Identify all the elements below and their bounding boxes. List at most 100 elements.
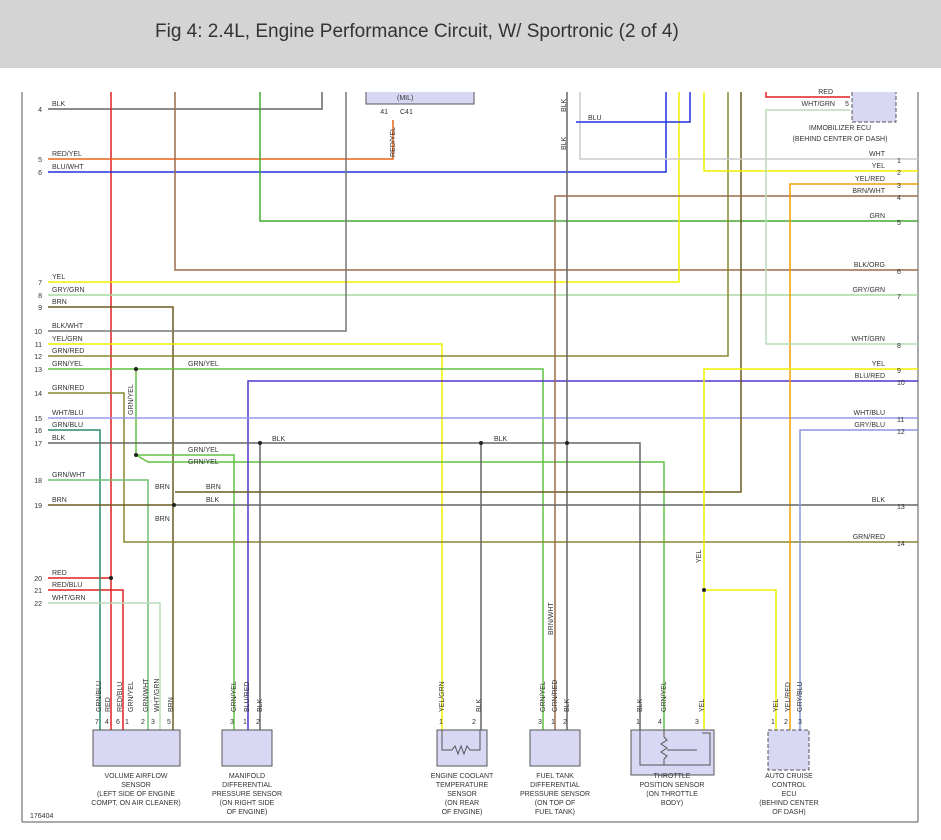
label: 7	[38, 280, 42, 287]
label: BLK	[272, 436, 286, 443]
label: BLK	[564, 698, 571, 712]
wire	[48, 589, 124, 730]
component-box	[529, 729, 581, 767]
label: DIFFERENTIAL	[530, 782, 580, 789]
label: 13	[897, 504, 905, 511]
label: BRN	[52, 497, 67, 504]
symbols	[92, 92, 897, 776]
label: GRN/YEL	[188, 361, 219, 368]
label: 4	[38, 107, 42, 114]
component-box	[221, 729, 273, 767]
label: 2	[784, 719, 788, 726]
wire	[174, 92, 918, 271]
label: GRN/YEL	[540, 681, 547, 712]
wire	[703, 368, 918, 730]
label: GRY/GRN	[852, 287, 885, 294]
label: BLK	[52, 435, 66, 442]
label: VOLUME AIRFLOW	[104, 773, 167, 780]
mil-box	[365, 92, 475, 105]
label: 12	[34, 354, 42, 361]
label: (BEHIND CENTER OF DASH)	[793, 136, 888, 143]
label: GRN	[869, 213, 885, 220]
label: 16	[34, 428, 42, 435]
label: CONTROL	[772, 782, 806, 789]
label: 8	[38, 293, 42, 300]
label: 2	[472, 719, 476, 726]
wire	[48, 392, 918, 543]
label: ECU	[782, 791, 797, 798]
label: YEL	[872, 361, 885, 368]
label: OF DASH)	[772, 809, 805, 816]
label: YEL/RED	[785, 682, 792, 712]
label: 6	[38, 170, 42, 177]
label: 12	[897, 429, 905, 436]
label: 1	[125, 719, 129, 726]
label: BLK	[476, 698, 483, 712]
label: WHT/GRN	[52, 595, 85, 602]
junction	[702, 588, 706, 592]
label: POSITION SENSOR	[640, 782, 705, 789]
label: YEL	[52, 274, 65, 281]
label: (ON RIGHT SIDE	[220, 800, 275, 807]
label: WHT/GRN	[852, 336, 885, 343]
label: C41	[400, 109, 413, 116]
junction	[172, 503, 176, 507]
junction	[134, 367, 138, 371]
label: BLK	[206, 497, 220, 504]
label: 8	[897, 343, 901, 350]
label: BRN	[155, 484, 170, 491]
label: WHT/BLU	[854, 410, 886, 417]
label: GRN/RED	[853, 534, 885, 541]
label: AUTO CRUISE	[765, 773, 813, 780]
label: BLK	[494, 436, 508, 443]
label: GRY/BLU	[854, 422, 885, 429]
wire	[48, 120, 394, 160]
wire	[579, 92, 918, 160]
label: (ON REAR	[445, 800, 479, 807]
wire	[48, 92, 347, 332]
label: 14	[34, 391, 42, 398]
wire	[48, 429, 101, 730]
label: BLK	[52, 101, 66, 108]
label: GRN/YEL	[52, 361, 83, 368]
wire	[48, 479, 149, 730]
label: 1	[243, 719, 247, 726]
wire	[789, 183, 918, 730]
wire	[48, 92, 729, 357]
wire	[48, 442, 641, 730]
label: 19	[34, 503, 42, 510]
label: TEMPERATURE	[436, 782, 489, 789]
label: 3	[695, 719, 699, 726]
label: RED/BLU	[52, 582, 82, 589]
component-box	[630, 729, 715, 776]
junction	[109, 576, 113, 580]
label: (ON TOP OF	[535, 800, 575, 807]
header: Fig 4: 2.4L, Engine Performance Circuit,…	[0, 0, 941, 68]
label: 17	[34, 441, 42, 448]
label: BLK/WHT	[52, 323, 84, 330]
label: ENGINE COOLANT	[431, 773, 494, 780]
label: SENSOR	[121, 782, 151, 789]
label: GRN/RED	[52, 385, 84, 392]
wire	[704, 589, 777, 730]
component-box	[92, 729, 181, 767]
label: BLU/RED	[244, 682, 251, 712]
label: YEL	[699, 699, 706, 712]
label: 21	[34, 588, 42, 595]
label: BLK	[561, 136, 568, 150]
label: GRN/RED	[552, 680, 559, 712]
label: 11	[35, 342, 42, 349]
frame	[21, 92, 919, 823]
label: 9	[38, 305, 42, 312]
label: IMMOBILIZER ECU	[809, 125, 871, 132]
label: GRY/BLU	[797, 681, 804, 712]
wire	[247, 380, 918, 730]
label: DIFFERENTIAL	[222, 782, 272, 789]
wire	[576, 92, 691, 123]
wires	[48, 92, 918, 730]
label: (LEFT SIDE OF ENGINE	[97, 791, 175, 798]
label: FUEL TANK)	[535, 809, 575, 816]
wire	[135, 369, 665, 730]
label: 18	[34, 478, 42, 485]
label: WHT	[869, 151, 886, 158]
